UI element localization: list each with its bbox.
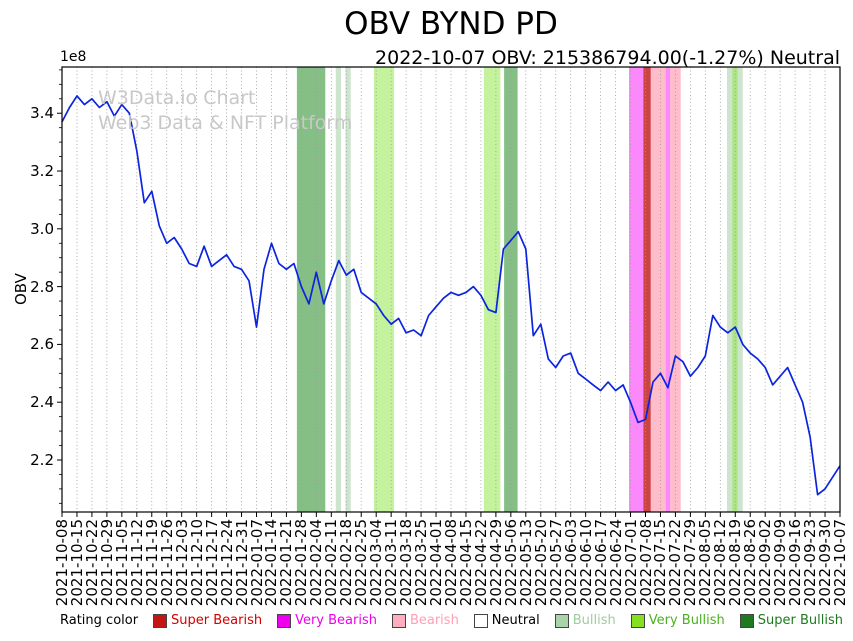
y-tick-label: 2.6 xyxy=(30,335,54,354)
legend-swatch xyxy=(277,613,292,628)
y-tick-label: 2.4 xyxy=(30,393,54,412)
y-tick-label: 3.4 xyxy=(30,104,54,123)
chart-subtitle: 2022-10-07 OBV: 215386794.00(-1.27%) Neu… xyxy=(375,47,840,69)
legend-swatch xyxy=(153,613,168,628)
legend-swatch xyxy=(739,613,754,628)
legend-swatch xyxy=(630,613,645,628)
legend-swatch xyxy=(391,613,406,628)
legend-title: Rating color xyxy=(60,613,139,628)
legend-item-label: Neutral xyxy=(491,613,540,628)
legend-item-label: Bearish xyxy=(409,613,459,628)
legend-item-bearish: Bearish xyxy=(391,613,459,628)
legend-item-label: Super Bullish xyxy=(757,613,843,628)
rating-band-very-bullish xyxy=(373,67,395,512)
y-tick-label: 3.0 xyxy=(30,219,54,238)
rating-band-very-bearish xyxy=(665,67,671,512)
rating-band-bullish xyxy=(345,67,351,512)
legend-swatch xyxy=(554,613,569,628)
legend-swatch xyxy=(473,613,488,628)
legend-item-bullish: Bullish xyxy=(554,613,616,628)
chart-title: OBV BYND PD xyxy=(344,6,558,42)
legend-item-super-bearish: Super Bearish xyxy=(153,613,262,628)
legend-item-label: Very Bearish xyxy=(295,613,377,628)
plot-border xyxy=(61,66,841,513)
rating-band-super-bearish xyxy=(643,67,651,512)
legend-item-very-bearish: Very Bearish xyxy=(277,613,377,628)
obv-line-series xyxy=(61,95,841,496)
y-tick-label: 2.8 xyxy=(30,277,54,296)
rating-band-super-bullish xyxy=(504,67,518,512)
y-tick-label: 3.2 xyxy=(30,162,54,181)
rating-legend: Rating color Super Bearish Very Bearish Be… xyxy=(60,613,843,628)
legend-item-very-bullish: Very Bullish xyxy=(630,613,725,628)
legend-item-label: Super Bearish xyxy=(171,613,263,628)
legend-item-label: Very Bullish xyxy=(648,613,725,628)
legend-item-super-bullish: Super Bullish xyxy=(739,613,843,628)
rating-band-very-bullish xyxy=(483,67,501,512)
y-tick-label: 2.2 xyxy=(30,450,54,469)
rating-band-bearish xyxy=(670,67,681,512)
y-axis-offset-label: 1e8 xyxy=(60,49,87,65)
rating-band-bearish xyxy=(650,67,666,512)
x-tick-label: 2022-10-07 xyxy=(831,519,849,607)
rating-band-very-bearish xyxy=(629,67,644,512)
rating-band-bullish xyxy=(335,67,341,512)
legend-item-neutral: Neutral xyxy=(473,613,540,628)
rating-band-very-bullish xyxy=(732,67,738,512)
legend-item-label: Bullish xyxy=(572,613,616,628)
